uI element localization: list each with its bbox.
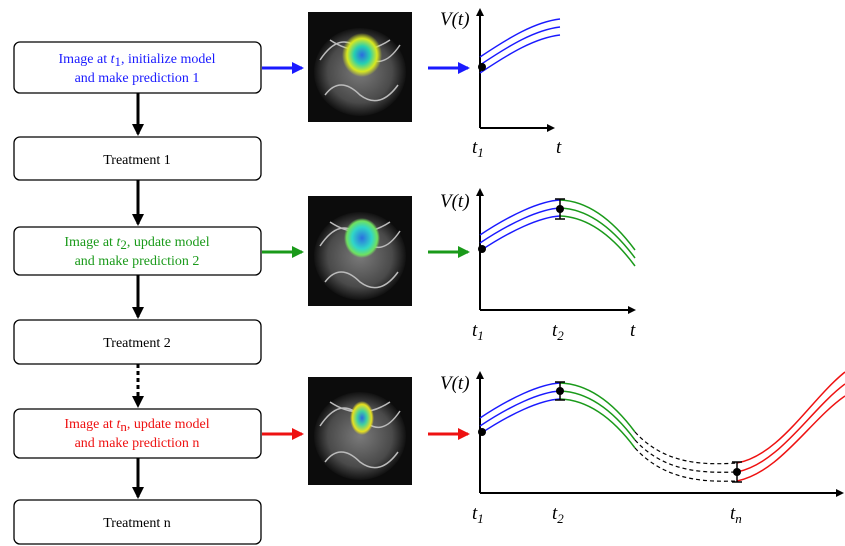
plot: V(t) t1 t2 t	[440, 190, 636, 343]
box-text: Image at t2, update model	[64, 235, 209, 252]
x-label: t	[556, 137, 562, 158]
y-label: V(t)	[440, 373, 470, 394]
text-part: , initialize model	[121, 52, 216, 67]
x-label: t1	[472, 137, 484, 160]
box: Treatment 1	[14, 137, 261, 180]
text-part: Image at	[64, 235, 116, 250]
text-part: 1	[477, 145, 484, 160]
mri-image	[308, 377, 412, 485]
box-text: Image at tn, update model	[64, 417, 209, 434]
text-part: n	[735, 511, 742, 526]
box-text: and make prediction n	[75, 436, 200, 451]
text-part: , update model	[127, 417, 210, 432]
box-text: Image at t1, initialize model	[59, 52, 216, 69]
box-text: and make prediction 2	[75, 254, 200, 269]
plot: V(t) t1 t	[440, 9, 562, 160]
box: Image at tn, update model and make predi…	[14, 409, 261, 458]
diagram: Image at t1, initialize model and make p…	[0, 0, 845, 546]
box-text: Treatment 2	[103, 336, 171, 351]
y-label: V(t)	[440, 191, 470, 212]
y-label: V(t)	[440, 9, 470, 30]
x-label: t	[630, 320, 636, 341]
x-label: t1	[472, 503, 484, 526]
box-text: Treatment 1	[103, 153, 171, 168]
x-label: t1	[472, 320, 484, 343]
plot: V(t) t1 t2 tn	[440, 372, 845, 526]
box: Image at t1, initialize model and make p…	[14, 42, 261, 93]
box: Treatment n	[14, 500, 261, 544]
box-text: and make prediction 1	[75, 71, 200, 86]
x-label: t2	[552, 503, 564, 526]
text-part: Image at	[64, 417, 116, 432]
text-part: 1	[477, 511, 484, 526]
x-label: tn	[730, 503, 742, 526]
mri-image	[308, 12, 412, 122]
box: Treatment 2	[14, 320, 261, 364]
mri-image	[308, 196, 412, 306]
text-part: 2	[557, 328, 564, 343]
text-part: 2	[557, 511, 564, 526]
x-label: t2	[552, 320, 564, 343]
box-text: Treatment n	[103, 516, 171, 531]
text-part: , update model	[127, 235, 210, 250]
box: Image at t2, update model and make predi…	[14, 227, 261, 275]
text-part: 1	[477, 328, 484, 343]
text-part: Image at	[59, 52, 111, 67]
